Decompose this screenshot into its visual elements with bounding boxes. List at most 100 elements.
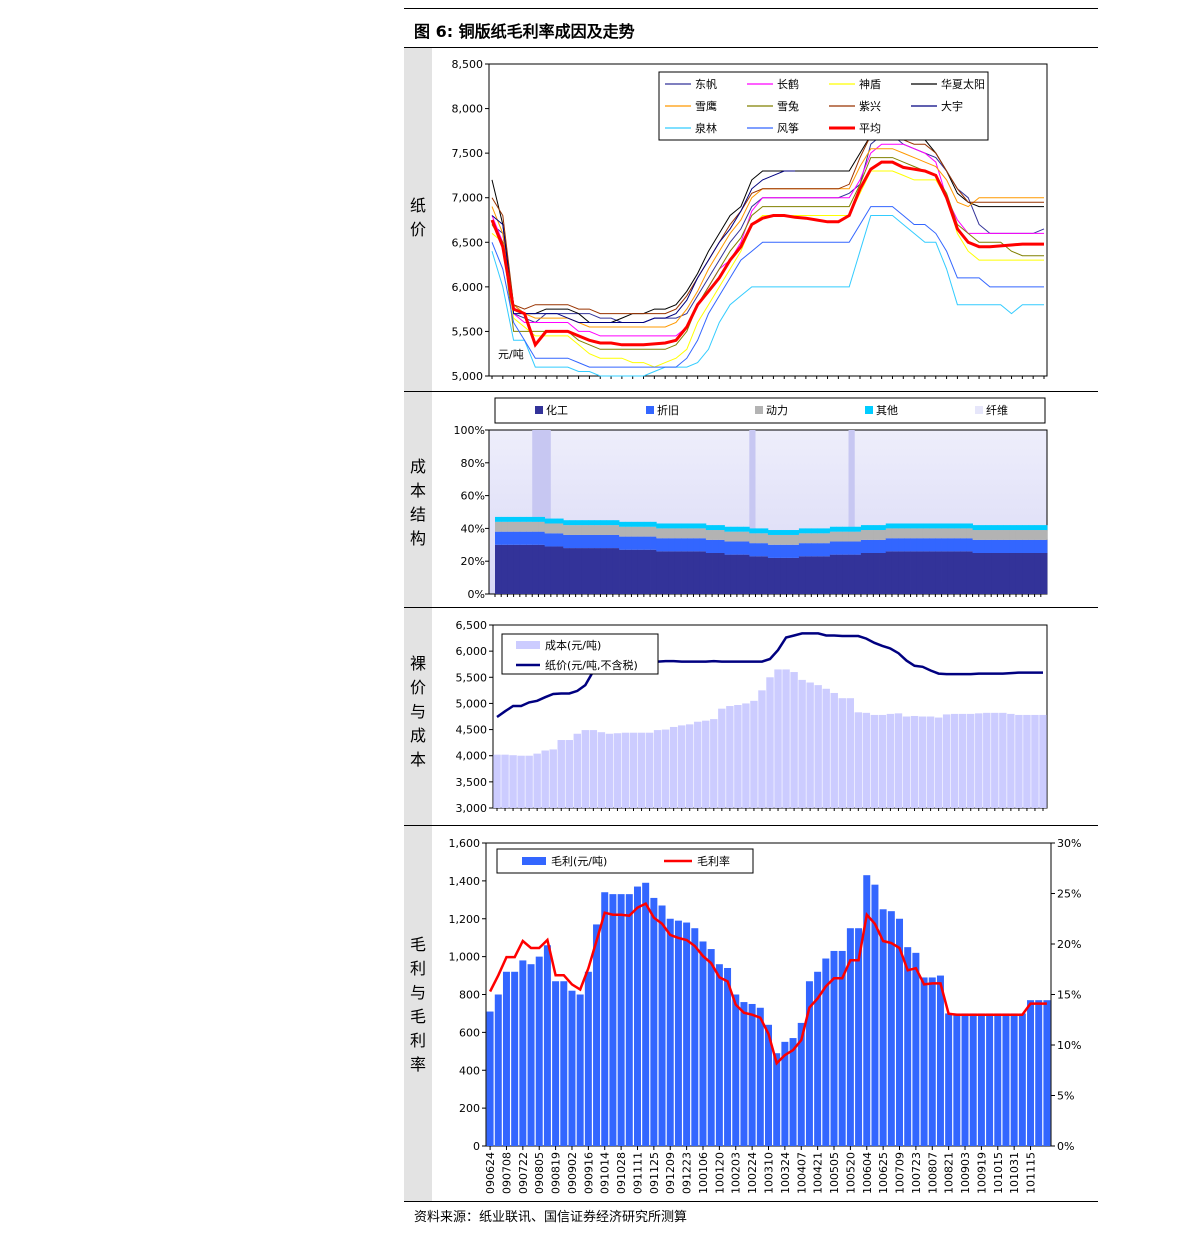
stack-bar-折旧 <box>916 538 924 552</box>
margin-bar <box>863 875 871 1146</box>
margin-bar <box>674 920 682 1146</box>
stack-bar-化工 <box>805 556 812 594</box>
stack-bar-折旧 <box>681 538 688 552</box>
margin-bar <box>879 909 887 1146</box>
series-line-华夏太阳 <box>491 130 1044 323</box>
stack-bar-其他 <box>929 523 936 529</box>
cost-bar <box>718 708 726 808</box>
stack-bar-化工 <box>972 553 980 594</box>
stack-bar-其他 <box>495 516 502 522</box>
legend-label: 动力 <box>766 404 788 417</box>
stack-bar-化工 <box>910 551 918 594</box>
legend-label: 风筝 <box>777 121 799 135</box>
cost-bar <box>509 755 517 808</box>
stack-bar-折旧 <box>495 531 502 545</box>
legend-swatch <box>646 406 654 414</box>
margin-bar <box>1002 1013 1010 1146</box>
stack-bar-化工 <box>612 548 620 594</box>
stack-bar-化工 <box>842 554 849 594</box>
stack-bar-其他 <box>557 518 564 524</box>
x-tick-label: 091125 <box>648 1152 661 1194</box>
stack-bar-动力 <box>730 531 738 542</box>
margin-bar <box>593 924 601 1146</box>
x-tick-label: 091028 <box>615 1152 628 1194</box>
legend-label: 大宇 <box>941 99 963 113</box>
margin-rate-line <box>488 901 1047 1066</box>
stack-bar-折旧 <box>935 538 942 552</box>
y-tick-label: 8,500 <box>452 58 484 71</box>
stack-bar-化工 <box>699 551 707 594</box>
stack-bar-化工 <box>873 553 880 594</box>
y-tick-label: 100% <box>454 424 485 437</box>
stack-bar-折旧 <box>823 543 831 557</box>
stack-bar-折旧 <box>786 544 794 558</box>
stack-bar-动力 <box>594 525 601 535</box>
stack-bar-其他 <box>817 528 825 534</box>
cost-bar <box>493 754 501 808</box>
panel-label-paper-price: 纸价 <box>409 196 426 239</box>
x-tick-label: 091223 <box>681 1152 694 1194</box>
stack-bar-动力 <box>495 521 502 532</box>
margin-bar <box>953 1013 961 1146</box>
x-tick-label: 100324 <box>779 1152 792 1194</box>
y2-tick-label: 5% <box>1057 1090 1074 1103</box>
stack-bar-动力 <box>724 531 732 542</box>
series-line-紫兴 <box>491 134 1044 315</box>
margin-bar <box>658 905 666 1146</box>
margin-bar <box>724 967 732 1146</box>
stack-bar-其他 <box>526 516 533 522</box>
margin-bar <box>887 911 895 1146</box>
stack-bar-动力 <box>557 523 564 534</box>
cost-bar <box>653 730 662 808</box>
cost-bar <box>1015 714 1023 808</box>
cost-bar <box>822 688 830 808</box>
stack-bar-化工 <box>538 544 546 594</box>
margin-bar <box>904 947 912 1146</box>
stack-bar-折旧 <box>836 541 843 555</box>
stack-bar-动力 <box>823 533 831 544</box>
stack-bar-化工 <box>495 544 502 594</box>
stack-bar-动力 <box>898 528 905 539</box>
cost-bar <box>557 740 565 808</box>
stack-bar-其他 <box>656 523 663 529</box>
stack-bar-折旧 <box>842 541 849 555</box>
cost-bar <box>838 698 846 808</box>
stack-bar-折旧 <box>736 541 744 555</box>
stack-bar-化工 <box>724 554 732 594</box>
x-tick-label: 100903 <box>959 1152 972 1194</box>
stack-bar-化工 <box>823 556 831 594</box>
stack-bar-动力 <box>588 525 595 535</box>
stack-bar-折旧 <box>538 531 546 545</box>
stack-bar-折旧 <box>637 536 645 550</box>
y-tick-label: 7,500 <box>452 147 484 160</box>
stack-bar-其他 <box>1040 525 1048 531</box>
stack-bar-化工 <box>674 551 682 594</box>
stack-bar-折旧 <box>513 531 521 545</box>
y-tick-label: 3,500 <box>456 776 488 789</box>
stack-bar-动力 <box>705 530 713 540</box>
cost-bar <box>726 706 734 808</box>
cost-bar <box>629 732 638 808</box>
x-tick-label: 100224 <box>746 1152 759 1194</box>
stack-bar-动力 <box>984 530 992 540</box>
stack-bar-其他 <box>612 520 620 526</box>
stack-bar-化工 <box>767 557 775 594</box>
stack-bar-动力 <box>538 521 546 532</box>
stack-bar-化工 <box>619 549 626 594</box>
panel-label-cost-structure: 成本结构 <box>409 457 426 548</box>
x-tick-label: 100821 <box>943 1152 956 1194</box>
stack-bar-折旧 <box>792 544 800 558</box>
cost-bar <box>549 749 557 808</box>
stack-bar-折旧 <box>991 539 998 553</box>
panel-divider <box>404 391 1098 392</box>
y-tick-label: 3,000 <box>456 802 488 815</box>
stack-bar-折旧 <box>767 544 775 558</box>
stack-bar-其他 <box>1022 525 1029 531</box>
stack-bar-其他 <box>960 523 967 529</box>
stack-bar-其他 <box>736 526 744 532</box>
stack-bar-其他 <box>1028 525 1035 531</box>
stack-bar-动力 <box>619 526 626 537</box>
cost-bar <box>782 669 790 808</box>
legend-swatch <box>516 641 540 649</box>
margin-bar <box>781 1041 789 1146</box>
